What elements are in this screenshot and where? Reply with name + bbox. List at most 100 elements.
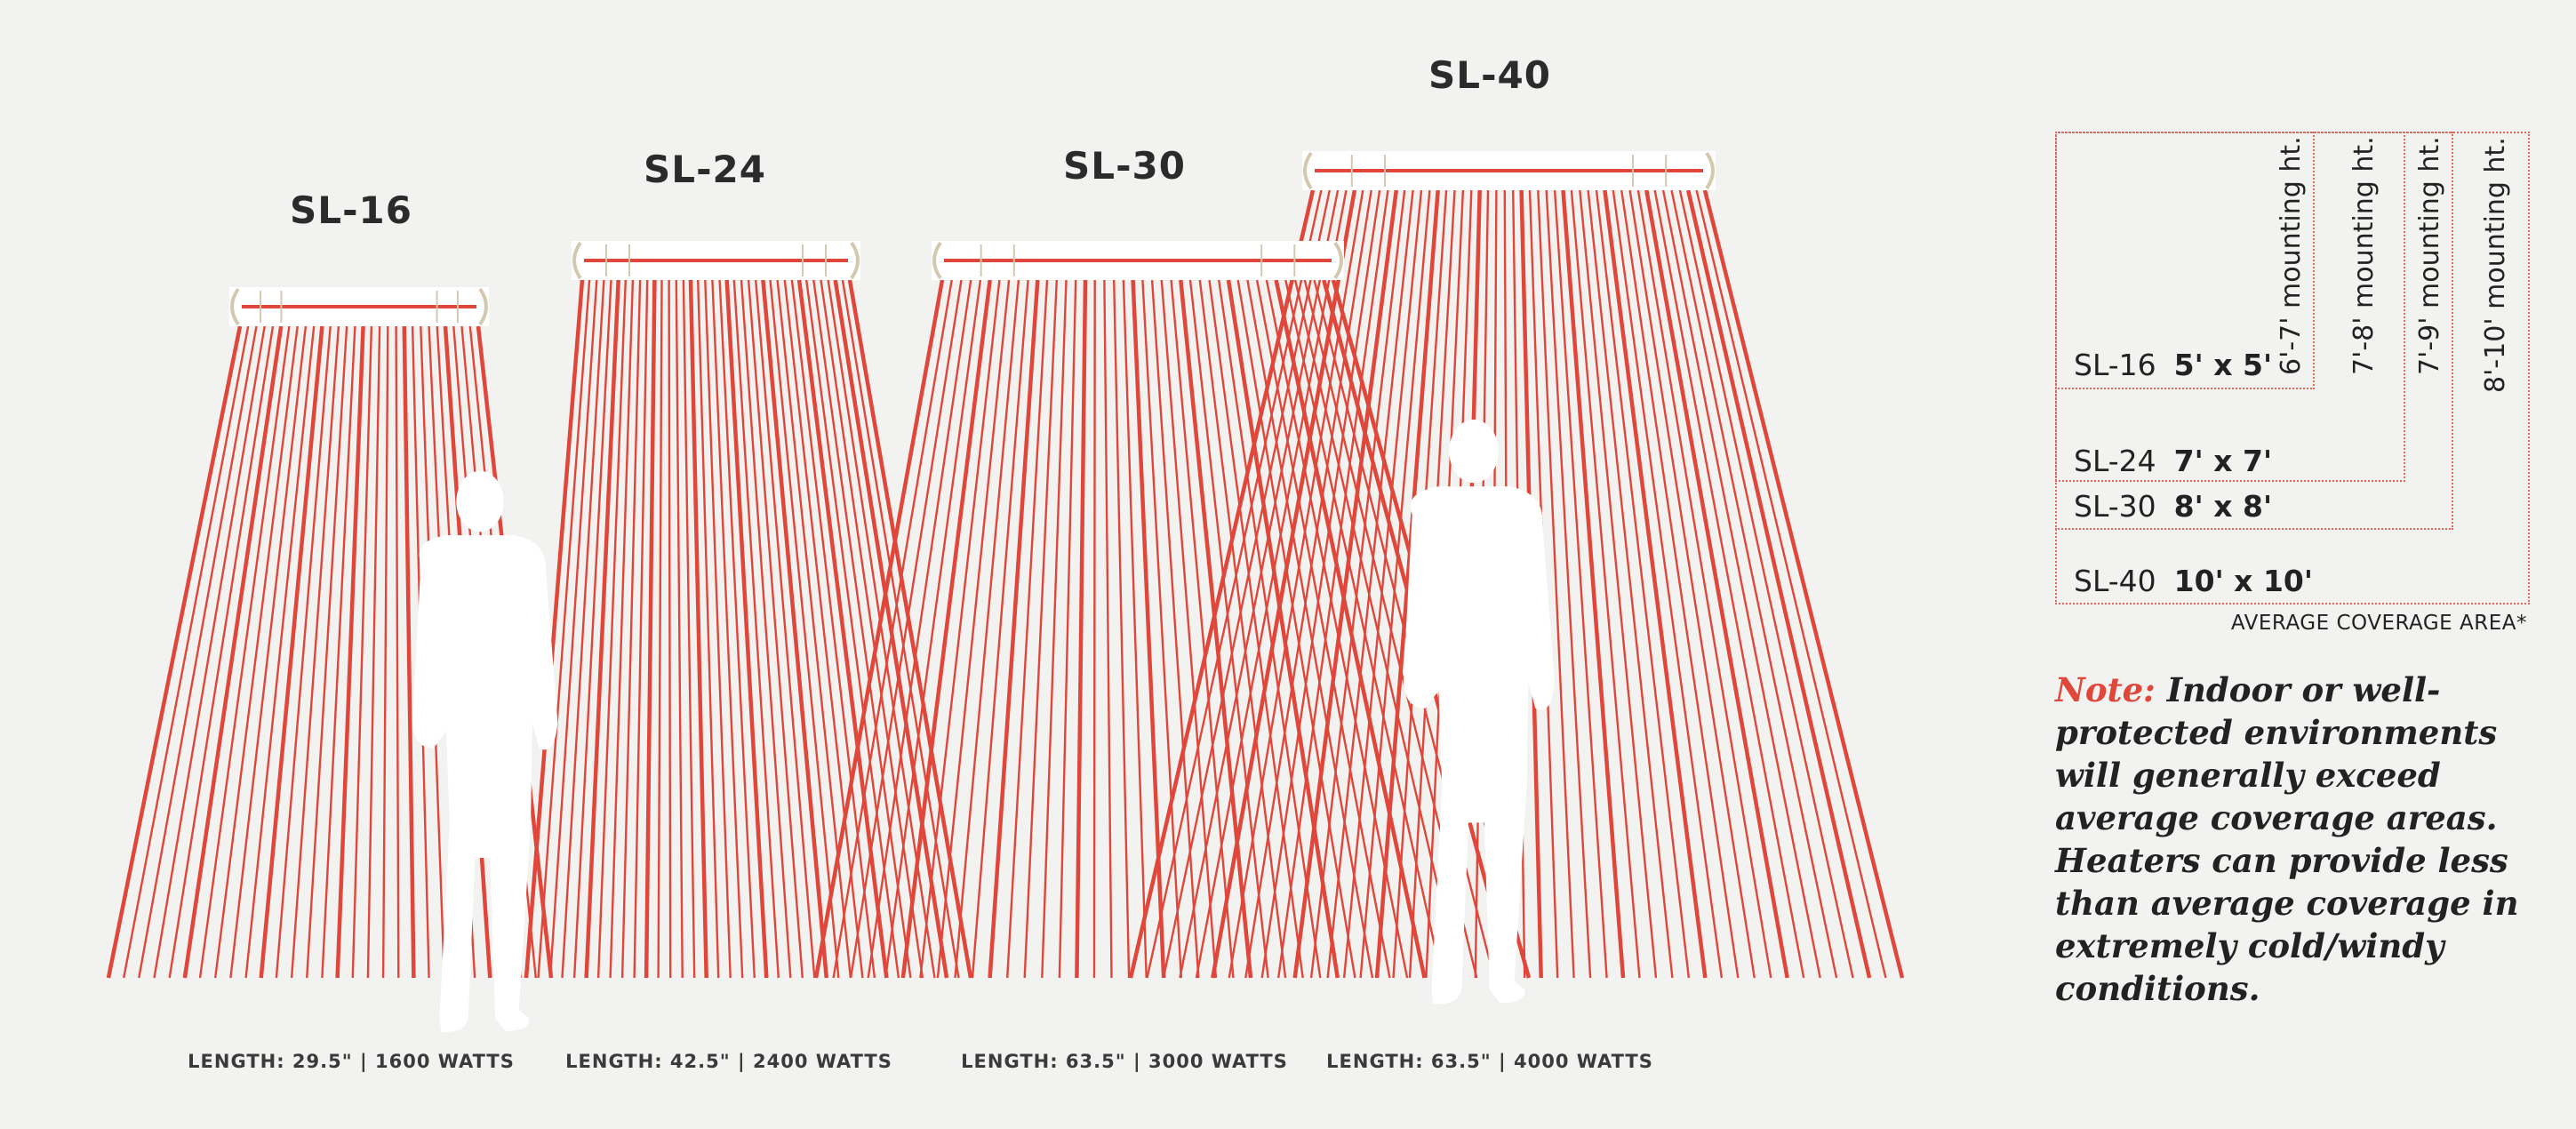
heat-beam-line bbox=[402, 325, 416, 979]
heat-beam-line bbox=[796, 279, 889, 979]
heat-beam-line bbox=[769, 279, 840, 979]
heat-beam-line bbox=[1195, 189, 1348, 979]
heat-beam-line bbox=[1678, 189, 1854, 979]
heat-beam-line bbox=[1274, 279, 1427, 979]
heat-beam-line bbox=[936, 279, 1011, 979]
heaters-layer bbox=[229, 151, 1716, 326]
heat-beam-line bbox=[633, 279, 649, 979]
heat-beam-line bbox=[1188, 279, 1269, 979]
coverage-row-sl-24: SL-24 7' x 7' bbox=[2074, 444, 2272, 478]
spec-label-sl-30: LENGTH: 63.5" | 3000 WATTS bbox=[961, 1051, 1288, 1072]
heat-beam-line bbox=[1342, 189, 1423, 979]
heater-fixture bbox=[1302, 151, 1716, 190]
heat-beam-line bbox=[724, 279, 769, 979]
heater-fixture bbox=[229, 287, 489, 326]
heat-beam-line bbox=[351, 325, 373, 979]
heat-beam-line bbox=[275, 325, 332, 979]
heat-beam-line bbox=[954, 279, 1020, 979]
coverage-model-sl-24: SL-24 bbox=[2074, 444, 2156, 478]
heat-beam-line bbox=[1545, 189, 1592, 979]
heat-beam-line bbox=[1113, 279, 1131, 979]
heater-fixture bbox=[932, 241, 1344, 280]
heat-beam-line bbox=[668, 279, 672, 979]
heat-beam-line bbox=[884, 279, 982, 979]
model-title-sl-16: SL-16 bbox=[290, 188, 412, 232]
model-title-sl-24: SL-24 bbox=[644, 148, 766, 191]
heat-beam-line bbox=[644, 279, 657, 979]
heat-beam-line bbox=[832, 279, 953, 979]
mounting-height-sl-40: 8'-10' mounting ht. bbox=[2480, 137, 2511, 393]
heat-beam-line bbox=[1236, 279, 1356, 979]
heat-beam-line bbox=[1228, 189, 1364, 979]
heater-fixture bbox=[572, 241, 860, 280]
coverage-box-sl-16 bbox=[2055, 132, 2315, 389]
heat-beam-line bbox=[306, 325, 348, 979]
heat-beam-line bbox=[849, 279, 963, 979]
heat-beam-line bbox=[711, 279, 744, 979]
heat-beam-line bbox=[833, 279, 949, 979]
heat-beam-line bbox=[153, 325, 266, 979]
heat-beam-line bbox=[813, 279, 945, 979]
heat-beam-line bbox=[1198, 279, 1287, 979]
coverage-area-sl-24: 7' x 7' bbox=[2173, 444, 2273, 478]
heat-beam-line bbox=[1695, 189, 1887, 979]
heat-beam-line bbox=[1686, 189, 1872, 979]
heat-beam-line bbox=[1277, 189, 1389, 979]
coverage-model-sl-40: SL-40 bbox=[2074, 564, 2156, 598]
mounting-height-sl-24: 7'-8' mounting ht. bbox=[2348, 136, 2380, 375]
mounting-height-sl-16: 6'-7' mounting ht. bbox=[2276, 136, 2307, 375]
heat-beam-line bbox=[732, 279, 780, 979]
heat-beam-line bbox=[214, 325, 299, 979]
coverage-area-sl-16: 5' x 5' bbox=[2173, 348, 2273, 382]
heat-beam-line bbox=[1218, 279, 1322, 979]
heat-beam-line bbox=[1006, 279, 1049, 979]
heat-beam-line bbox=[1162, 189, 1331, 979]
coverage-note: Note: Indoor or well-protected environme… bbox=[2055, 669, 2535, 1010]
heat-beam-line bbox=[321, 325, 356, 979]
coverage-area-sl-40: 10' x 10' bbox=[2173, 564, 2313, 598]
heat-beam-line bbox=[620, 279, 642, 979]
heat-beam-line bbox=[1160, 279, 1218, 979]
heat-beam-line bbox=[198, 325, 291, 979]
heat-beam-line bbox=[1587, 189, 1674, 979]
heat-beam-line bbox=[609, 279, 635, 979]
heat-beam-line bbox=[584, 279, 620, 979]
note-text: Indoor or well-protected environments wi… bbox=[2055, 670, 2519, 1008]
coverage-row-sl-16: SL-16 5' x 5' bbox=[2074, 348, 2272, 382]
heat-beam-line bbox=[841, 279, 960, 979]
heat-beam-line bbox=[1255, 279, 1391, 979]
heat-beam-line bbox=[1661, 189, 1821, 979]
heat-beam-line bbox=[1075, 279, 1088, 979]
heat-beam-line bbox=[1244, 189, 1372, 979]
heat-beam-line bbox=[1150, 279, 1200, 979]
heat-beam-line bbox=[1595, 189, 1691, 979]
heat-beam-line bbox=[1170, 279, 1235, 979]
heat-beam-line bbox=[1058, 279, 1077, 979]
heat-beam-line bbox=[1702, 189, 1905, 979]
heat-beam-line bbox=[561, 279, 605, 979]
heat-beam-line bbox=[1653, 189, 1805, 979]
heat-beam-line bbox=[1612, 189, 1724, 979]
heat-beam-line bbox=[675, 279, 684, 979]
heat-beam-line bbox=[1211, 189, 1357, 979]
heat-beam-line bbox=[182, 325, 284, 979]
heat-beam-line bbox=[524, 279, 585, 979]
heat-beam-line bbox=[1103, 279, 1113, 979]
coverage-row-sl-30: SL-30 8' x 8' bbox=[2074, 489, 2272, 524]
heat-beam-line bbox=[1326, 189, 1414, 979]
heat-beam-line bbox=[244, 325, 316, 979]
heat-beam-line bbox=[1041, 279, 1068, 979]
heat-beam-line bbox=[1226, 279, 1340, 979]
heat-beam-line bbox=[704, 279, 732, 979]
person-silhouette-right bbox=[1403, 419, 1556, 1005]
heat-beam-line bbox=[1141, 279, 1182, 979]
heat-beam-line bbox=[682, 279, 696, 979]
heat-beam-line bbox=[1260, 189, 1381, 979]
heat-beam-line bbox=[1265, 279, 1409, 979]
heat-beam-line bbox=[572, 279, 612, 979]
coverage-model-sl-30: SL-30 bbox=[2074, 489, 2156, 524]
spec-label-sl-24: LENGTH: 42.5" | 2400 WATTS bbox=[565, 1051, 892, 1072]
heat-beam-line bbox=[259, 325, 324, 979]
heat-beam-line bbox=[718, 279, 756, 979]
